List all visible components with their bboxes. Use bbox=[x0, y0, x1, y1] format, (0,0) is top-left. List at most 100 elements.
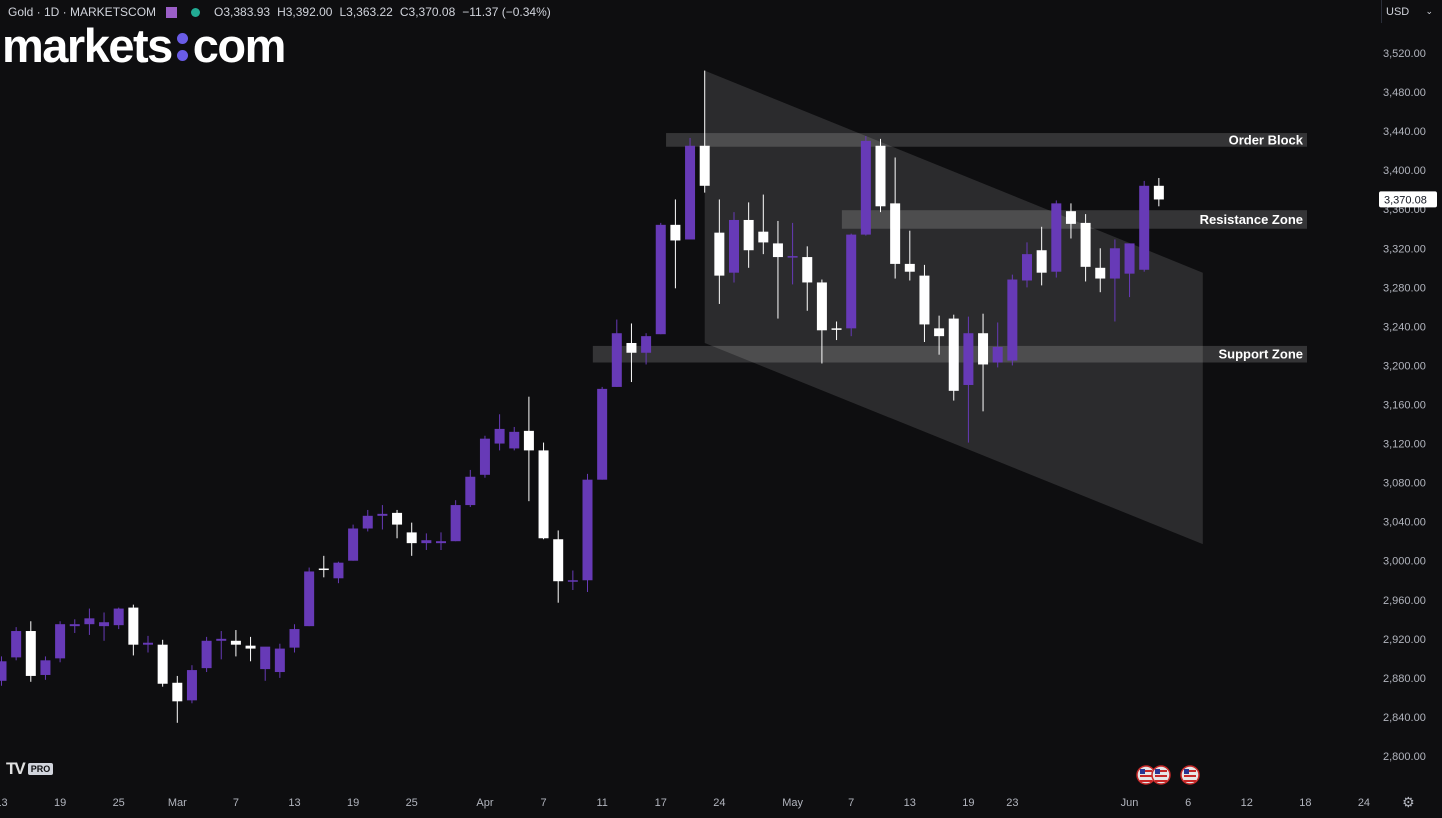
candle-body bbox=[846, 234, 857, 329]
candle bbox=[230, 630, 241, 657]
candle-body bbox=[890, 203, 901, 264]
y-tick-label: 3,240.00 bbox=[1383, 321, 1426, 333]
x-tick-label: 24 bbox=[1358, 797, 1370, 809]
y-tick-label: 3,480.00 bbox=[1383, 87, 1426, 99]
candle-body bbox=[567, 580, 578, 582]
candle bbox=[143, 635, 153, 653]
us-flag-icon bbox=[1136, 765, 1156, 785]
us-flag-icon bbox=[1151, 765, 1171, 785]
candle bbox=[875, 138, 886, 213]
gear-icon[interactable]: ⚙ bbox=[1402, 794, 1415, 810]
candle-body bbox=[113, 608, 124, 626]
candle-body bbox=[392, 512, 403, 525]
candlestick-series bbox=[0, 70, 1164, 723]
us-flag-icon bbox=[1180, 765, 1200, 785]
candle bbox=[348, 524, 359, 561]
candle bbox=[978, 313, 989, 412]
last-price-label: 3,370.08 bbox=[1384, 194, 1427, 206]
candle bbox=[113, 607, 124, 630]
candle bbox=[274, 643, 285, 678]
candle bbox=[392, 509, 403, 539]
candle bbox=[494, 414, 505, 451]
candle bbox=[1124, 243, 1135, 298]
ohlc-close: C3,370.08 bbox=[399, 5, 456, 19]
x-tick-label: 7 bbox=[848, 797, 854, 809]
candle bbox=[685, 137, 696, 240]
candle-body bbox=[69, 624, 80, 627]
y-tick-label: 2,920.00 bbox=[1383, 634, 1426, 646]
candle-body bbox=[816, 282, 827, 331]
x-tick-label: 13 bbox=[0, 797, 8, 809]
candle bbox=[1007, 274, 1018, 366]
candle-body bbox=[963, 333, 974, 385]
candle-body bbox=[245, 645, 256, 649]
candle-body bbox=[714, 232, 725, 276]
candle-body bbox=[1139, 185, 1150, 270]
candle bbox=[802, 246, 813, 311]
candle bbox=[128, 604, 139, 656]
candle-body bbox=[772, 243, 783, 258]
economic-events[interactable] bbox=[1136, 765, 1200, 785]
candle-body bbox=[1109, 248, 1120, 279]
candle bbox=[655, 222, 666, 335]
time-axis[interactable]: 13 19 25 Mar 7 13 19 25 Apr 7 11 17 24 May 7 13 19 23 Jun 6… bbox=[0, 797, 1370, 809]
candle-body bbox=[670, 224, 681, 241]
candle-body bbox=[582, 479, 593, 581]
candle-body bbox=[655, 224, 666, 335]
ohlc-low: L3,363.22 bbox=[339, 5, 393, 19]
candle bbox=[670, 199, 681, 289]
candle bbox=[1139, 180, 1150, 272]
candle bbox=[465, 469, 476, 508]
candle bbox=[172, 675, 183, 723]
candle-body bbox=[99, 622, 110, 627]
y-tick-label: 3,280.00 bbox=[1383, 282, 1426, 294]
flag-canton bbox=[1155, 769, 1160, 774]
tradingview-badge[interactable]: TV PRO bbox=[6, 759, 54, 779]
candle bbox=[1080, 214, 1091, 282]
candle bbox=[1095, 248, 1106, 293]
candle bbox=[626, 323, 637, 383]
candle-body bbox=[860, 140, 871, 235]
candle bbox=[289, 624, 300, 653]
candle-body bbox=[1153, 185, 1164, 200]
candle-body bbox=[143, 642, 153, 645]
candle bbox=[948, 314, 959, 401]
candle-body bbox=[450, 505, 461, 542]
symbol-title[interactable]: Gold · 1D · MARKETSCOM bbox=[8, 5, 157, 19]
price-axis[interactable]: 3,520.003,480.003,440.003,400.003,360.00… bbox=[1379, 48, 1437, 763]
tradingview-logo-text: TV bbox=[6, 759, 26, 778]
candle-body bbox=[1036, 250, 1047, 273]
flag-stripe bbox=[1184, 770, 1196, 772]
candle bbox=[84, 608, 95, 635]
candle bbox=[523, 396, 534, 502]
candle bbox=[729, 212, 739, 283]
x-tick-label: 17 bbox=[655, 797, 667, 809]
x-tick-label: 24 bbox=[713, 797, 725, 809]
flag-stripe bbox=[1155, 770, 1167, 772]
candle bbox=[216, 631, 227, 660]
candle-body bbox=[289, 629, 300, 648]
candle-body bbox=[1095, 267, 1106, 279]
candle-body bbox=[479, 438, 490, 475]
candle bbox=[333, 561, 344, 584]
candle bbox=[1022, 242, 1032, 288]
candle bbox=[421, 533, 432, 550]
currency-selector[interactable]: USD ⌄ bbox=[1381, 0, 1438, 23]
zone-label-1: Resistance Zone bbox=[1200, 212, 1303, 227]
symbol-flag-icon bbox=[166, 6, 178, 18]
y-tick-label: 2,880.00 bbox=[1383, 673, 1426, 685]
candle-body bbox=[538, 450, 549, 539]
candle-body bbox=[1051, 203, 1062, 272]
candle bbox=[582, 473, 593, 592]
candle-body bbox=[1065, 211, 1076, 224]
candle-body bbox=[787, 256, 798, 258]
candle-body bbox=[626, 342, 637, 353]
candle-body bbox=[274, 648, 285, 673]
candle-body bbox=[348, 528, 359, 561]
candle bbox=[553, 530, 564, 603]
candle-body bbox=[978, 333, 989, 365]
candle-body bbox=[230, 640, 241, 645]
x-tick-label: 13 bbox=[288, 797, 300, 809]
candle bbox=[1109, 239, 1120, 322]
